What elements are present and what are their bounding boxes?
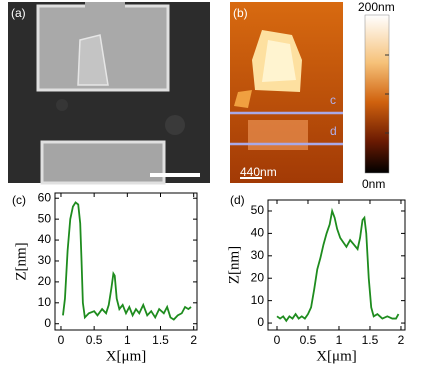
colorbar-label: 0nm [362,177,385,191]
axes-frame [267,199,406,331]
panel-label: (c) [12,193,26,207]
x-tick-label: 0 [274,333,281,347]
y-tick-label: 40 [251,226,265,240]
y-tick-label: 10 [38,295,52,309]
y-tick-label: 40 [38,232,52,246]
x-tick-label: 1 [336,333,343,347]
data-line [62,201,192,321]
x-tick-label: 2 [398,333,405,347]
y-axis-label: Z[nm] [226,246,242,284]
y-tick-label: 50 [38,211,52,225]
colorbar-label: 200nm [358,0,395,14]
x-tick-label: 2 [190,333,197,347]
y-tick-label: 30 [251,248,265,262]
y-axis-label: Z[nm] [13,242,29,280]
x-tick-label: 0.5 [86,333,103,347]
y-tick-label: 20 [38,274,52,288]
x-axis-label: X[μm] [106,348,147,364]
panel-label: (a) [11,6,26,20]
x-tick-label: 0.5 [300,333,317,347]
panel-label: (b) [233,6,248,20]
x-tick-label: 1.5 [362,333,379,347]
afm-image [230,2,343,183]
sem-image [8,2,210,185]
y-tick-label: 0 [257,315,264,329]
axes-frame [54,192,198,331]
x-tick-label: 0 [58,333,65,347]
line-label: d [330,124,337,138]
x-axis-label: X[μm] [316,348,357,364]
x-tick-label: 1.5 [152,333,169,347]
x-tick-label: 1 [124,333,131,347]
panel-label: (d) [230,193,245,207]
scale-bar [150,173,200,177]
y-tick-label: 0 [44,316,51,330]
y-tick-label: 10 [251,293,265,307]
scale-label: 440nm [240,165,277,179]
y-tick-label: 60 [38,190,52,204]
line-label: c [330,93,336,107]
y-tick-label: 50 [251,203,265,217]
colorbar [364,14,390,174]
y-tick-label: 30 [38,253,52,267]
data-line [276,207,400,323]
y-tick-label: 20 [251,270,265,284]
